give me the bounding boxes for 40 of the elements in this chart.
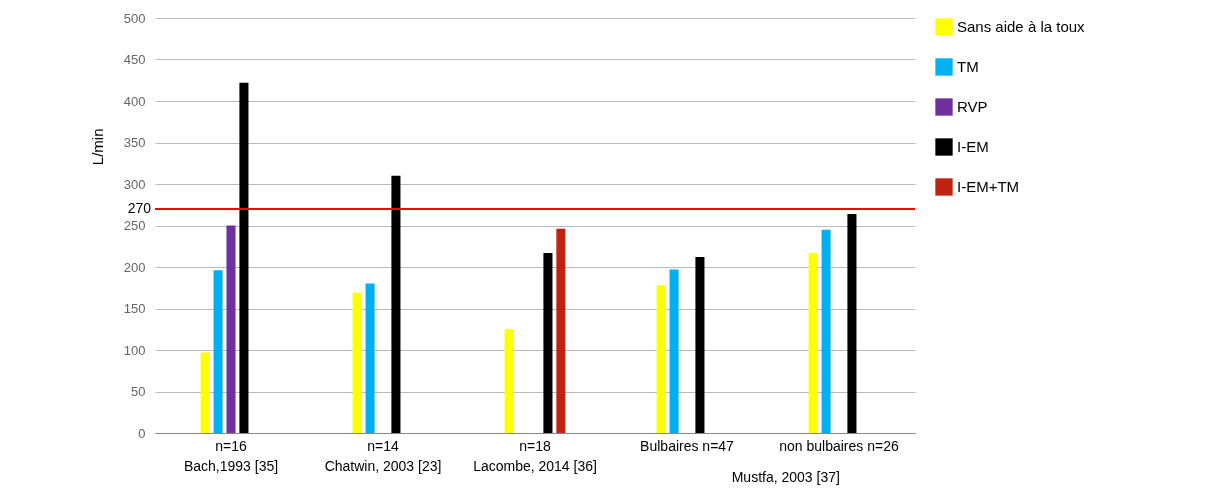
bar (239, 82, 249, 433)
bar (808, 252, 818, 433)
x-tick-label: Bulbaires n=47 (640, 437, 735, 454)
legend-label: I-EM+TM (957, 178, 1020, 195)
y-tick-label: 100 (123, 342, 146, 358)
y-tick-label: 200 (123, 259, 146, 275)
bar (695, 257, 705, 433)
legend-label: Sans aide à la toux (957, 18, 1086, 35)
bar (556, 228, 566, 433)
bar (504, 329, 514, 433)
y-tick-label: 350 (123, 135, 146, 150)
bar (226, 225, 236, 433)
y-axis-title: L/min (88, 128, 106, 166)
legend-label: I-EM (957, 138, 989, 155)
bar (847, 213, 857, 433)
x-tick-label: n=18 Lacombe, 2014 [36] (473, 437, 597, 474)
bar (543, 252, 553, 433)
x-tick-label: non bulbaires n=26 (779, 437, 899, 454)
bar (669, 269, 679, 433)
bar (213, 270, 223, 433)
legend-label: TM (957, 58, 979, 75)
bar (391, 175, 401, 433)
legend-label: RVP (957, 98, 988, 115)
y-tick-label: 400 (123, 93, 146, 109)
y-tick-label: 300 (123, 176, 146, 192)
y-tick-label: 250 (123, 218, 146, 233)
y-tick-label: 450 (123, 52, 146, 67)
y-tick-label: 150 (123, 301, 146, 316)
bar (352, 292, 362, 433)
bar (656, 285, 666, 433)
y-tick-label: 50 (131, 384, 146, 399)
bar (365, 283, 375, 433)
text: Mustfa, 2003 [37] (731, 469, 840, 485)
y-tick-label: 0 (138, 425, 146, 441)
y-tick-label: 500 (123, 10, 146, 26)
bar (821, 229, 831, 433)
x-tick-label: n=16 Bach,1993 [35] (183, 437, 279, 474)
x-tick-label: n=14 Chatwin, 2003 [23] (324, 437, 442, 474)
bar (200, 352, 210, 433)
ref-line-label: 270 (127, 199, 152, 216)
